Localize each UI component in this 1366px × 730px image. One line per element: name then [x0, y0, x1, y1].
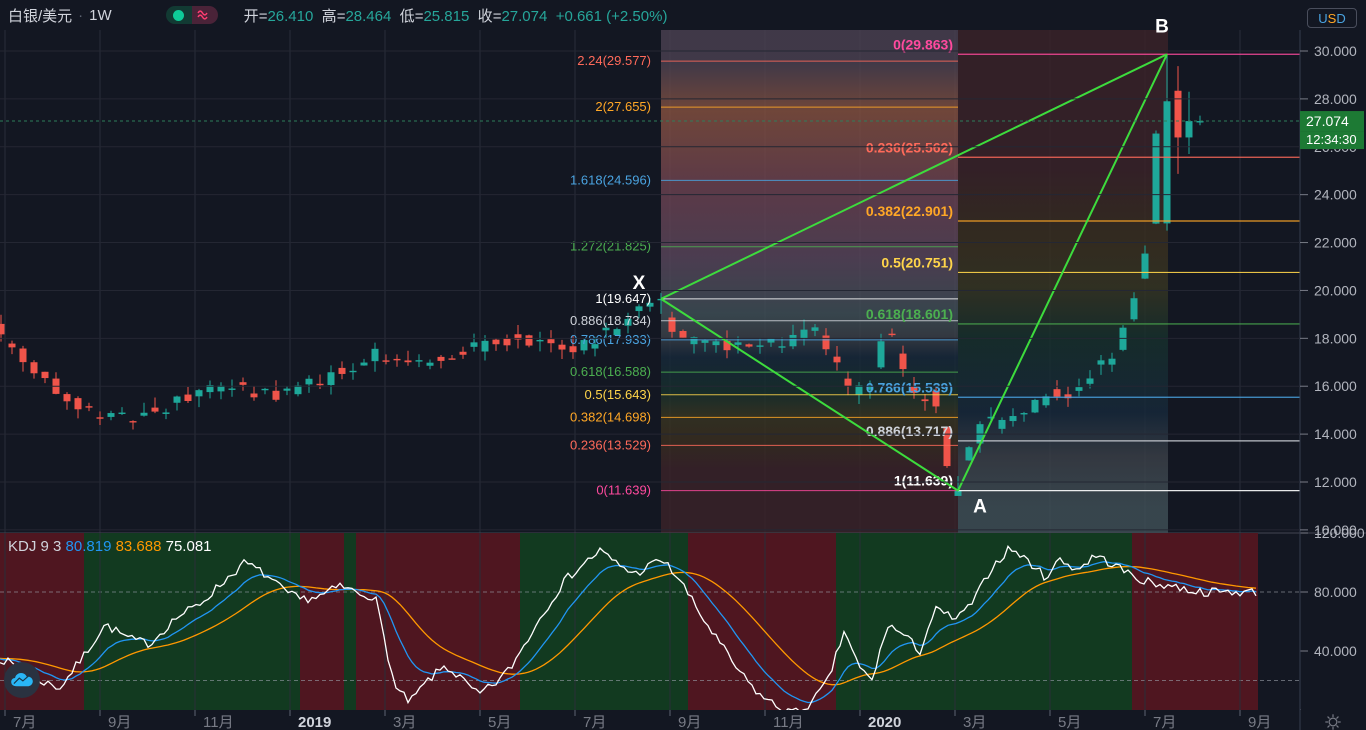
svg-text:1.272(21.825): 1.272(21.825) [570, 239, 651, 254]
svg-text:80.000: 80.000 [1314, 584, 1357, 600]
svg-text:0.236(13.529): 0.236(13.529) [570, 437, 651, 452]
svg-text:9月: 9月 [1248, 714, 1271, 730]
svg-text:7月: 7月 [583, 714, 606, 730]
svg-text:0.786(17.933): 0.786(17.933) [570, 332, 651, 347]
svg-text:3月: 3月 [393, 714, 416, 730]
svg-text:16.000: 16.000 [1314, 378, 1357, 394]
svg-text:0.618(18.601): 0.618(18.601) [866, 306, 953, 322]
svg-text:11月: 11月 [773, 714, 804, 730]
svg-text:0.886(18.734): 0.886(18.734) [570, 313, 651, 328]
svg-text:40.000: 40.000 [1314, 643, 1357, 659]
svg-text:B: B [1155, 16, 1169, 37]
svg-text:2.24(29.577): 2.24(29.577) [577, 53, 651, 68]
svg-text:24.000: 24.000 [1314, 187, 1357, 203]
svg-text:22.000: 22.000 [1314, 235, 1357, 251]
svg-text:5月: 5月 [488, 714, 511, 730]
svg-text:12.000: 12.000 [1314, 474, 1357, 490]
svg-text:0.786(15.539): 0.786(15.539) [866, 379, 953, 395]
svg-text:30.000: 30.000 [1314, 43, 1357, 59]
svg-text:0.5(20.751): 0.5(20.751) [881, 254, 953, 270]
svg-text:9月: 9月 [678, 714, 701, 730]
svg-text:27.074: 27.074 [1306, 113, 1349, 129]
svg-text:0.382(22.901): 0.382(22.901) [866, 203, 953, 219]
svg-text:12:34:30: 12:34:30 [1306, 132, 1357, 147]
svg-text:KDJ 9 3 80.819 83.688 75.081: KDJ 9 3 80.819 83.688 75.081 [8, 538, 212, 555]
svg-text:20.000: 20.000 [1314, 282, 1357, 298]
svg-text:2(27.655): 2(27.655) [595, 99, 651, 114]
svg-text:7月: 7月 [1153, 714, 1176, 730]
svg-text:2019: 2019 [298, 714, 331, 730]
svg-text:3月: 3月 [963, 714, 986, 730]
svg-text:2020: 2020 [868, 714, 901, 730]
svg-text:A: A [973, 497, 987, 518]
svg-text:1.618(24.596): 1.618(24.596) [570, 172, 651, 187]
svg-text:28.000: 28.000 [1314, 91, 1357, 107]
svg-text:0.5(15.643): 0.5(15.643) [585, 387, 652, 402]
svg-text:0(29.863): 0(29.863) [893, 36, 953, 52]
svg-text:9月: 9月 [108, 714, 131, 730]
svg-text:0(11.639): 0(11.639) [596, 483, 651, 498]
svg-text:11月: 11月 [203, 714, 234, 730]
svg-text:0.382(14.698): 0.382(14.698) [570, 409, 651, 424]
svg-text:14.000: 14.000 [1314, 426, 1357, 442]
svg-text:18.000: 18.000 [1314, 330, 1357, 346]
svg-text:5月: 5月 [1058, 714, 1081, 730]
svg-text:10.000: 10.000 [1314, 522, 1357, 538]
svg-text:0.618(16.588): 0.618(16.588) [570, 364, 651, 379]
svg-text:0.886(13.717): 0.886(13.717) [866, 423, 953, 439]
svg-text:7月: 7月 [13, 714, 36, 730]
